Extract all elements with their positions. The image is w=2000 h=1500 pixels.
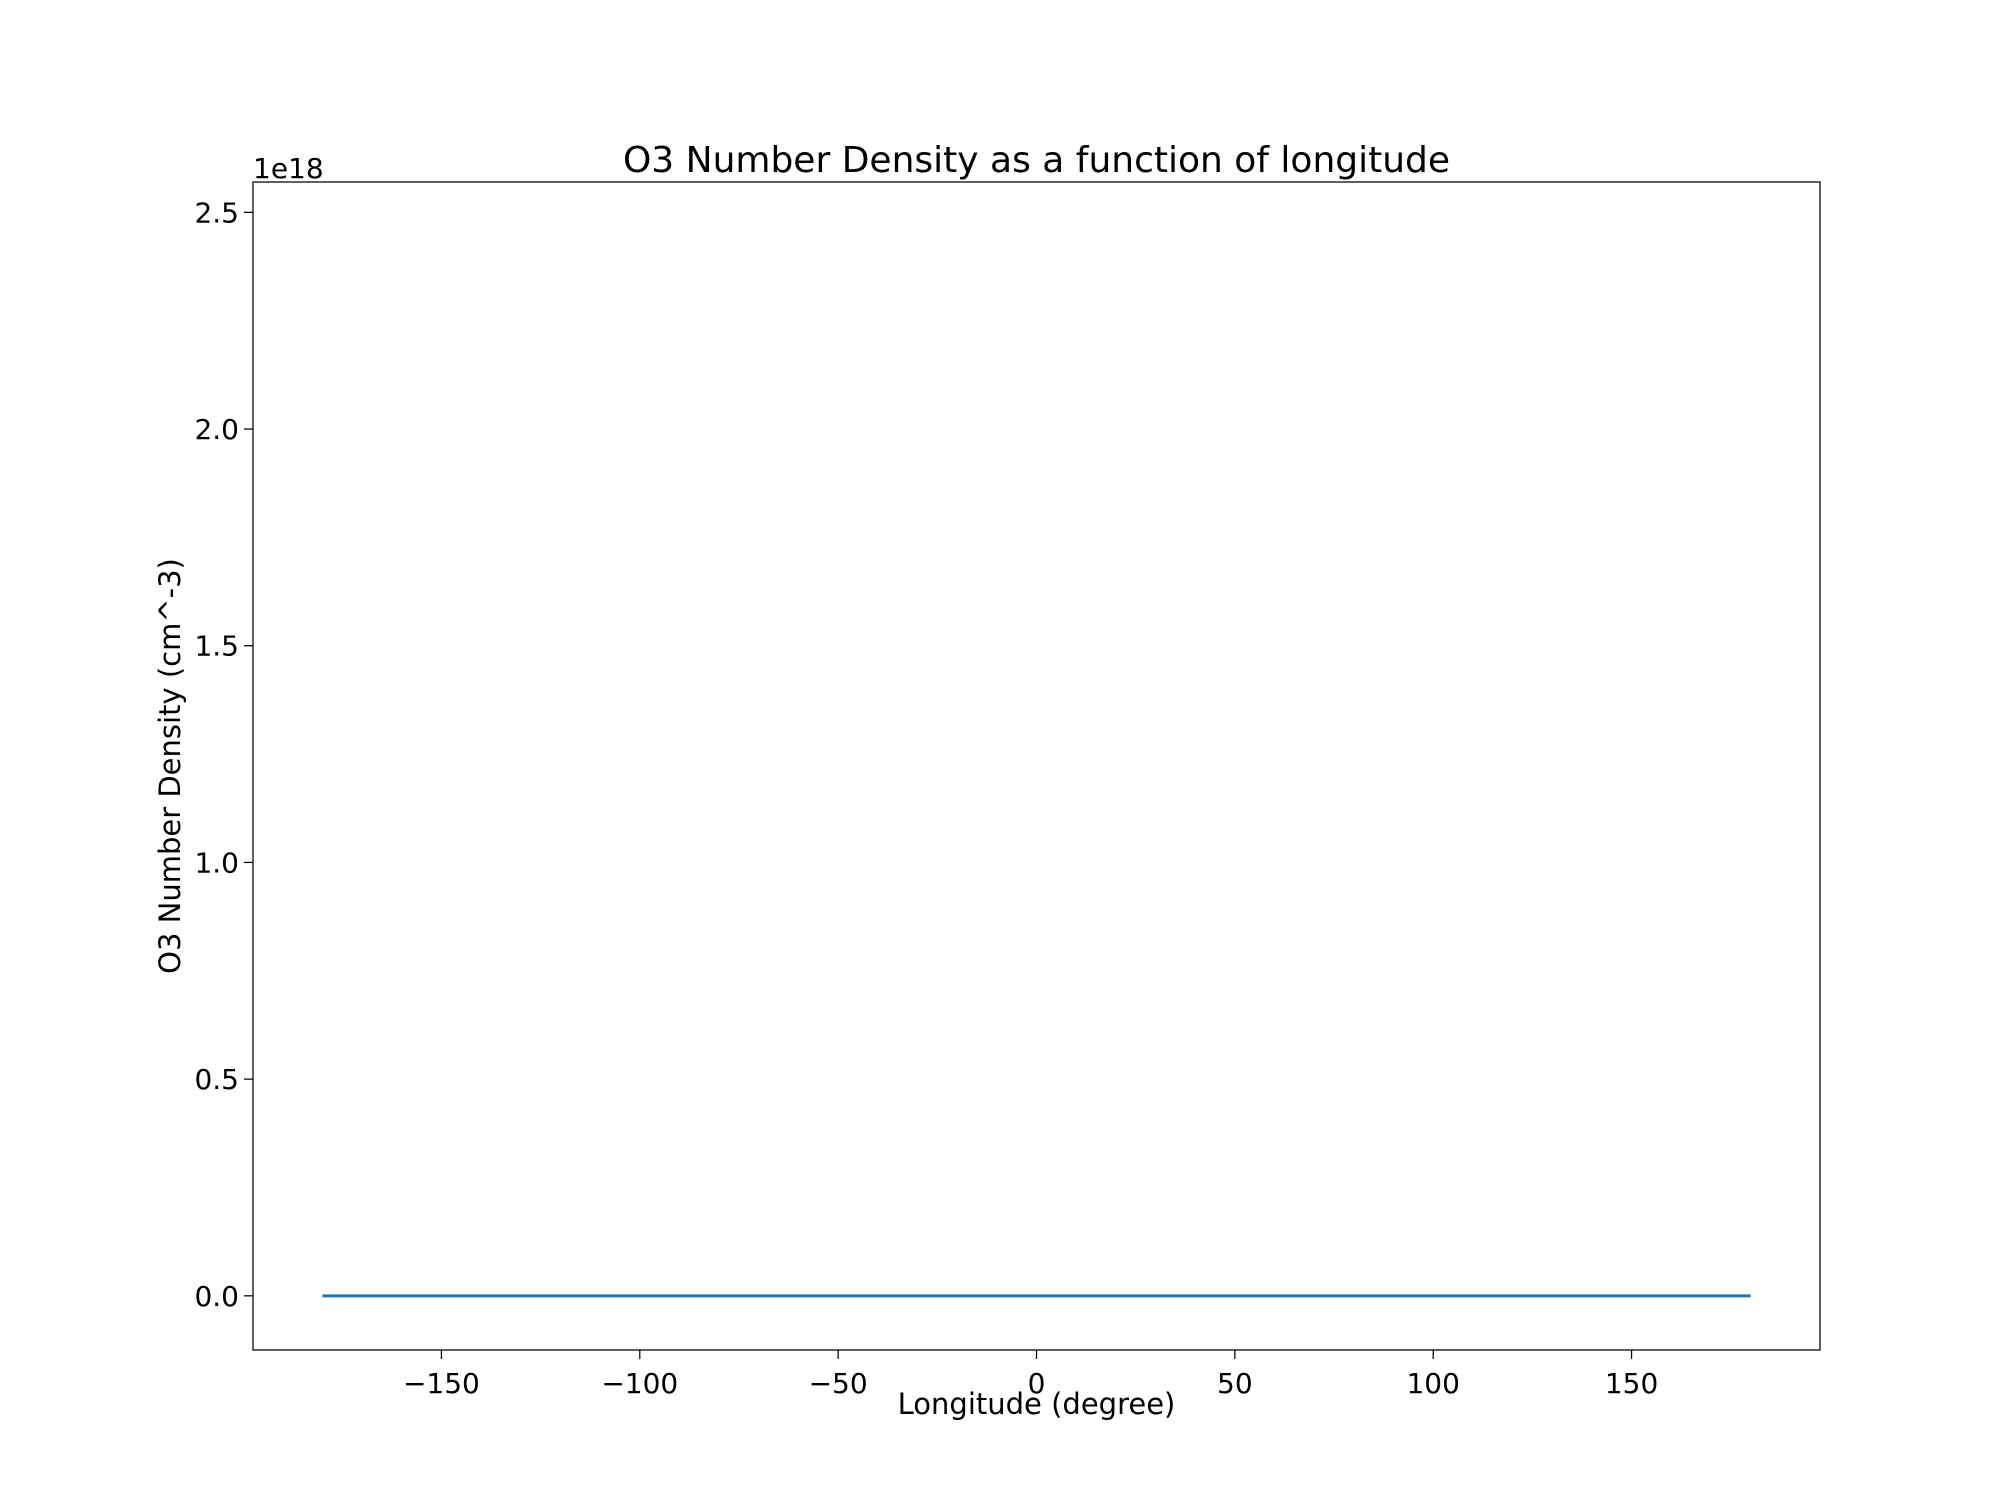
y-axis-offset-label: 1e18 (253, 152, 324, 185)
y-tick-label: 2.0 (194, 413, 239, 446)
y-tick-label: 2.5 (194, 196, 239, 229)
y-tick-label: 0.0 (194, 1280, 239, 1313)
x-tick-label: 0 (1028, 1367, 1046, 1400)
x-tick-label: −150 (403, 1367, 480, 1400)
x-tick-label: 50 (1217, 1367, 1253, 1400)
x-tick-label: −50 (809, 1367, 868, 1400)
x-tick-label: 100 (1406, 1367, 1459, 1400)
x-tick-label: −100 (601, 1367, 678, 1400)
y-axis-label: O3 Number Density (cm^-3) (153, 558, 187, 974)
y-tick-label: 0.5 (194, 1063, 239, 1096)
y-axis: 0.0 0.5 1.0 1.5 2.0 2.5 (194, 196, 253, 1313)
chart-title: O3 Number Density as a function of longi… (623, 140, 1450, 181)
y-tick-label: 1.0 (194, 846, 239, 879)
x-axis: −150 −100 −50 0 50 100 150 (403, 1350, 1658, 1400)
y-tick-label: 1.5 (194, 630, 239, 663)
x-axis-label: Longitude (degree) (898, 1387, 1176, 1421)
x-tick-label: 150 (1605, 1367, 1658, 1400)
